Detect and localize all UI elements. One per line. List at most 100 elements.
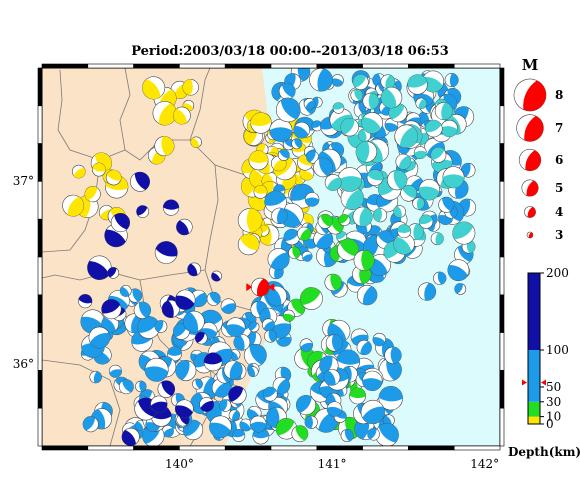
focal-mechanism	[89, 370, 102, 384]
focal-mechanism	[72, 164, 86, 179]
focal-mechanism	[150, 395, 168, 413]
focal-mechanism	[192, 378, 203, 390]
focal-mechanism	[87, 255, 112, 280]
focal-mechanism	[331, 74, 344, 87]
focal-mechanism	[360, 399, 385, 425]
focal-mechanism	[291, 138, 303, 150]
focal-mechanism	[175, 289, 196, 310]
mainshock-pointer-left	[246, 283, 253, 292]
focal-mechanism	[249, 415, 267, 433]
focal-mechanism	[152, 101, 177, 126]
focal-mechanism	[352, 74, 369, 91]
focal-mechanism	[154, 241, 178, 264]
focal-mechanism	[144, 357, 169, 382]
focal-mechanism	[154, 136, 175, 157]
focal-mechanism	[219, 399, 232, 412]
cluster-offshore-south	[295, 319, 403, 446]
depth-tick-label: 30	[546, 395, 561, 409]
focal-mechanism	[407, 74, 428, 95]
focal-mechanism	[430, 232, 444, 246]
focal-mechanism	[199, 397, 215, 412]
focal-mechanism	[430, 147, 447, 163]
depth-tick-label: 0	[546, 417, 554, 431]
focal-mechanism	[176, 218, 193, 236]
focal-mechanism	[266, 407, 288, 429]
depth-tick-label: 100	[546, 343, 569, 357]
focal-mechanism	[133, 301, 152, 319]
focal-mechanism	[209, 415, 232, 439]
focal-mechanism	[78, 294, 93, 309]
mainshock-marker	[246, 277, 275, 297]
focal-mechanism	[397, 224, 412, 239]
focal-mechanism	[264, 190, 287, 214]
cluster-deep-west	[78, 171, 247, 446]
focal-mechanism	[271, 207, 288, 225]
focal-mechanism	[433, 271, 447, 285]
focal-mechanism	[247, 366, 259, 377]
focal-mechanism	[92, 162, 106, 177]
focal-mechanism	[267, 248, 290, 271]
focal-mechanism	[107, 267, 120, 279]
magnitude-symbol	[524, 206, 536, 218]
focal-mechanism	[384, 346, 402, 364]
focal-mechanism	[142, 76, 166, 100]
focal-mechanism	[275, 97, 301, 123]
focal-mechanism	[130, 171, 150, 192]
focal-mechanism	[157, 380, 176, 398]
focal-mechanism	[220, 298, 237, 314]
focal-mechanism	[440, 119, 458, 138]
figure-title: Period:2003/03/18 00:00--2013/03/18 06:5…	[131, 44, 449, 59]
focal-mechanism	[253, 184, 268, 199]
focal-mechanism	[301, 250, 313, 262]
focal-mechanism	[239, 418, 253, 432]
focal-mechanism	[444, 73, 459, 87]
focal-mechanism	[337, 167, 363, 192]
focal-mechanism	[291, 425, 309, 443]
focal-mechanism	[352, 206, 373, 227]
focal-mechanism	[325, 334, 344, 352]
focal-mechanism	[395, 153, 412, 170]
focal-mechanism	[434, 102, 453, 120]
magnitude-symbol	[513, 78, 547, 112]
focal-mechanism	[375, 423, 399, 446]
focal-mechanism	[303, 98, 316, 110]
focal-mechanism	[137, 316, 161, 339]
focal-mechanism	[340, 117, 359, 137]
focal-mechanism	[415, 97, 427, 110]
longitude-tick-label: 142°	[470, 457, 499, 471]
latitude-tick-label: 37°	[13, 174, 34, 188]
focal-mechanism	[261, 318, 275, 332]
depth-band	[528, 401, 540, 417]
focal-mechanism	[173, 106, 191, 125]
focal-mechanism	[293, 121, 310, 139]
focal-mechanism	[378, 358, 402, 382]
focal-mechanism	[225, 317, 246, 337]
depth-scale-title: Depth(km)	[508, 445, 580, 459]
focal-mechanism	[417, 282, 437, 301]
focal-mechanism	[228, 385, 247, 405]
focal-mechanism	[380, 86, 403, 109]
focal-mechanism	[323, 368, 341, 386]
mainshock-pointer-right	[268, 283, 275, 292]
magnitude-label: 8	[555, 88, 563, 102]
focal-mechanism	[278, 82, 296, 100]
focal-mechanism	[121, 427, 140, 446]
magnitude-symbol	[518, 148, 542, 172]
magnitude-label: 3	[555, 228, 563, 242]
magnitude-label: 5	[555, 181, 563, 195]
magnitude-label: 6	[555, 153, 563, 167]
focal-mechanism	[119, 285, 132, 297]
focal-mechanism	[189, 289, 208, 308]
focal-mechanism	[101, 299, 122, 320]
focal-mechanism-layer	[62, 68, 477, 446]
focal-mechanism	[353, 249, 375, 271]
focal-mechanism	[338, 214, 351, 227]
focal-mechanism	[105, 169, 122, 186]
focal-mechanism	[228, 409, 241, 421]
focal-mechanism	[190, 136, 202, 148]
focal-mechanism	[447, 259, 470, 282]
cluster-yellow-west	[62, 152, 129, 226]
focal-mechanism	[237, 233, 260, 256]
depth-marker-left	[522, 379, 527, 386]
